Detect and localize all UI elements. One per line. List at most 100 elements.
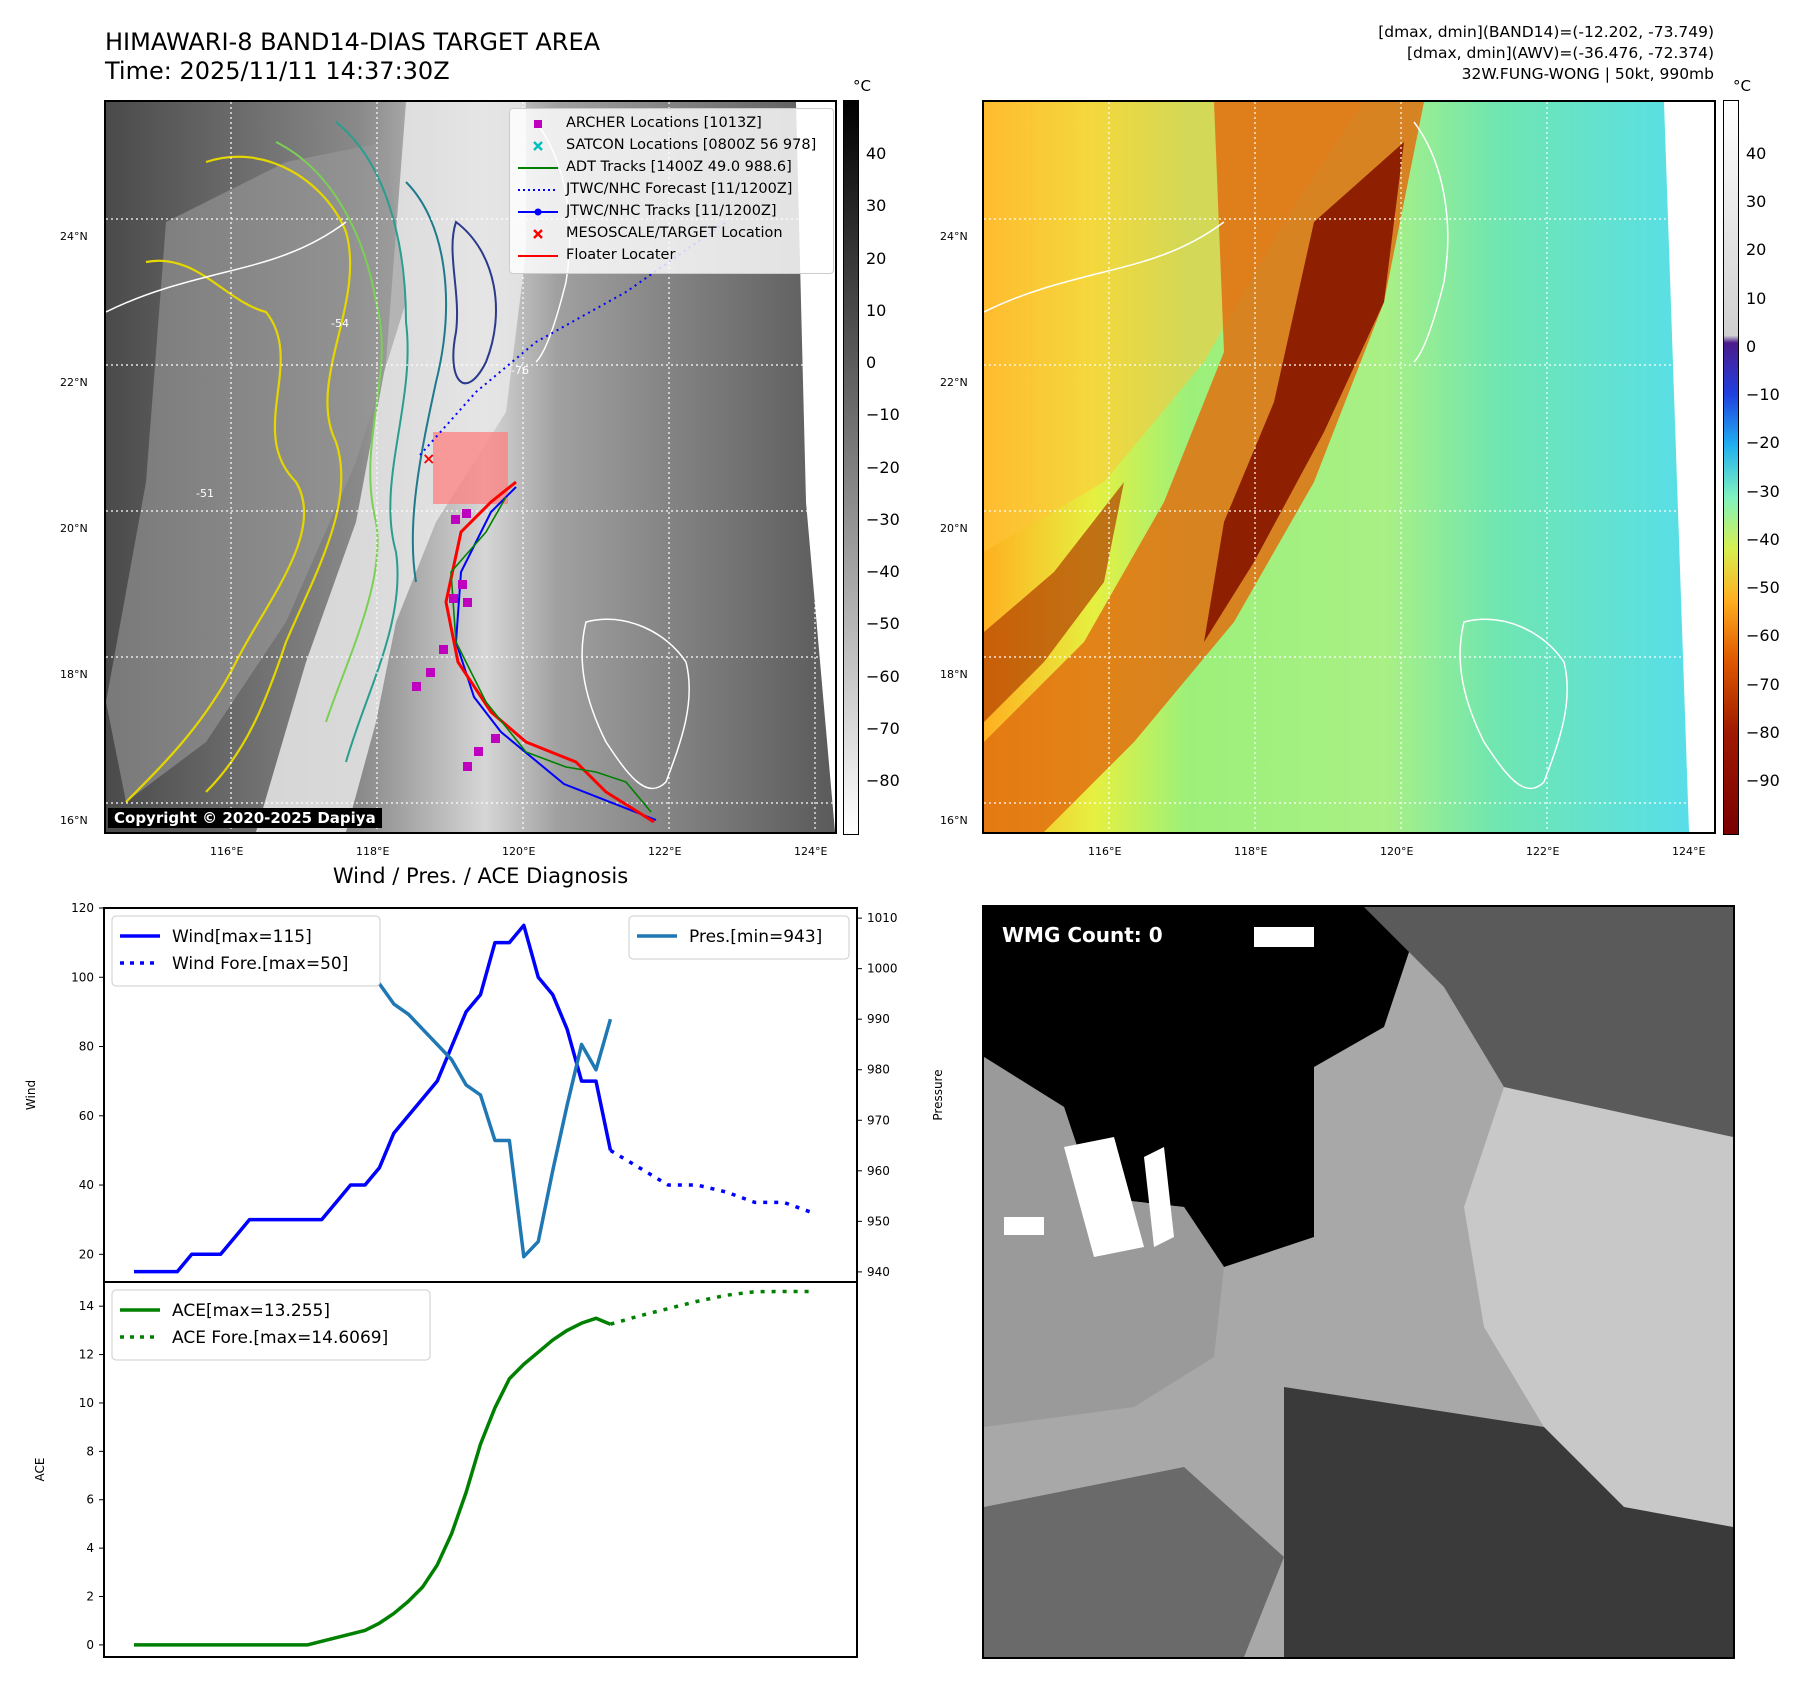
legend-item-satcon: SATCON Locations [0800Z 56 978] (510, 135, 833, 157)
pressure-tick-label: 980 (867, 1063, 890, 1077)
dotted-line-icon (518, 189, 558, 191)
colorbar-tick-label: 0 (866, 353, 877, 372)
colorbar-tick-label: −70 (1746, 674, 1780, 694)
floater-target-box (433, 432, 508, 504)
wind-tick-label: 80 (79, 1040, 94, 1054)
colorbar-tick-label: −40 (866, 562, 900, 581)
ace-legend-box (111, 1289, 431, 1361)
colorbar-right (1723, 100, 1739, 835)
contour-label-1: -54 (331, 317, 349, 330)
wind-tick-label: 40 (79, 1178, 94, 1192)
lat-tick: 24°N (940, 230, 968, 243)
coastline-china-right (984, 221, 1225, 313)
info-line-1: [dmax, dmin](BAND14)=(-12.202, -73.749) (1378, 23, 1714, 41)
colorbar-tick-label: −60 (1746, 626, 1780, 646)
map-legend: ARCHER Locations [1013Z] SATCON Location… (509, 108, 834, 274)
pressure-tick-label: 1000 (867, 962, 898, 976)
ace-tick-label: 2 (86, 1590, 94, 1604)
colorbar-tick-label: 10 (866, 300, 887, 320)
adt-track (450, 496, 652, 813)
line-dot-icon (518, 208, 558, 216)
contour-teal (335, 121, 409, 763)
lat-tick: 16°N (940, 814, 968, 827)
wmg-count-label: WMG Count: 0 (1002, 923, 1163, 947)
legend-item-archer: ARCHER Locations [1013Z] (510, 113, 833, 135)
colorbar-tick-label: −50 (1746, 578, 1780, 598)
x-marker-icon (533, 229, 543, 239)
colorbar-tick-label: −30 (866, 509, 900, 529)
lat-tick: 22°N (60, 376, 88, 389)
dry-streak-west (984, 482, 1124, 722)
lon-tick: 120°E (502, 845, 536, 858)
wind-line (134, 923, 613, 1274)
jtwc-track (454, 486, 657, 821)
lat-tick: 20°N (940, 522, 968, 535)
lon-tick: 118°E (356, 845, 390, 858)
lon-tick: 122°E (648, 845, 682, 858)
legend-item-forecast: JTWC/NHC Forecast [11/1200Z] (510, 179, 833, 201)
colorbar-tick-label: −80 (1746, 722, 1780, 742)
colorbar-tick-label: 30 (1746, 192, 1767, 212)
ace-legend-label: ACE Fore.[max=14.6069] (172, 1328, 388, 1348)
colorbar-tick-label: 20 (1746, 240, 1767, 260)
cold-cloud-band (256, 102, 526, 832)
ace-tick-label: 0 (86, 1638, 94, 1652)
figure-title: HIMAWARI-8 BAND14-DIAS TARGET AREA Time:… (105, 28, 600, 86)
line-marker-icon (518, 255, 558, 257)
lat-tick: 20°N (60, 522, 88, 535)
coastline-luzon (581, 618, 690, 790)
ace-tick-label: 8 (86, 1444, 94, 1458)
wmg-light-region-e (1464, 1087, 1733, 1527)
colorbar-tick-label: −60 (866, 666, 900, 686)
pressure-axis-label: Pressure (931, 1069, 945, 1120)
info-line-2: [dmax, dmin](AWV)=(-36.476, -72.374) (1407, 44, 1714, 62)
colorbar-tick-label: −10 (1746, 385, 1780, 405)
pressure-tick-label: 990 (867, 1012, 890, 1026)
gridlines-right (984, 102, 1714, 832)
contour-navy (451, 220, 497, 385)
ace-axis-label: ACE (33, 1458, 47, 1482)
colorbar-tick-label: −50 (866, 614, 900, 634)
ace-tick-label: 12 (79, 1348, 94, 1362)
colorbar-tick-label: −90 (1746, 771, 1780, 790)
wind-legend-label: Wind Fore.[max=50] (172, 954, 348, 974)
colorbar-left-unit: °C (853, 77, 871, 95)
wmg-white-patch-1 (1064, 1137, 1144, 1257)
ace-tick-label: 4 (86, 1541, 94, 1555)
lon-tick: 118°E (1234, 845, 1268, 858)
coastline-taiwan-right (1413, 121, 1449, 363)
square-marker-icon (534, 120, 542, 128)
legend-item-jtwc: JTWC/NHC Tracks [11/1200Z] (510, 201, 833, 223)
wind-tick-label: 20 (79, 1247, 94, 1261)
colorbar-tick-label: 20 (866, 248, 887, 268)
band14-map-panel: × -54 -51 -76 ARCHER Locations [1013Z] S… (104, 100, 837, 834)
wmg-white-patch-2 (1144, 1147, 1174, 1247)
colorbar-tick-label: −10 (866, 405, 900, 425)
copyright-label: Copyright © 2020-2025 Dapiya (108, 808, 382, 828)
wind-tick-label: 60 (79, 1109, 94, 1123)
wind-tick-label: 100 (71, 970, 94, 984)
lat-tick: 18°N (940, 668, 968, 681)
lat-tick: 22°N (940, 376, 968, 389)
pressure-tick-label: 960 (867, 1164, 890, 1178)
pressure-tick-label: 950 (867, 1214, 890, 1228)
wind-legend-box (111, 915, 381, 987)
legend-item-adt: ADT Tracks [1400Z 49.0 988.6] (510, 157, 833, 179)
contour-label-3: -76 (511, 364, 529, 377)
contour-label-2: -51 (196, 487, 214, 500)
ace-tick-label: 14 (79, 1299, 94, 1313)
colorbar-tick-label: 30 (866, 196, 887, 216)
lon-tick: 120°E (1380, 845, 1414, 858)
off-disk-area-right (1664, 102, 1714, 832)
ace-tick-label: 10 (79, 1396, 94, 1410)
colorbar-tick-label: −40 (1746, 529, 1780, 549)
colorbar-tick-label: −70 (866, 718, 900, 738)
colorbar-tick-label: 40 (1746, 144, 1767, 163)
line-marker-icon (518, 167, 558, 169)
wmg-panel: WMG Count: 0 (982, 905, 1735, 1659)
diagnosis-title: Wind / Pres. / ACE Diagnosis (332, 864, 629, 888)
coastline-luzon-right (1459, 618, 1568, 790)
colorbar-left (843, 100, 859, 835)
floater-track (444, 480, 655, 824)
wind-legend-label: Wind[max=115] (172, 927, 312, 947)
